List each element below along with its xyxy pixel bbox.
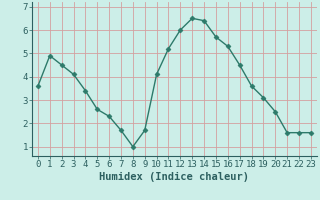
- X-axis label: Humidex (Indice chaleur): Humidex (Indice chaleur): [100, 172, 249, 182]
